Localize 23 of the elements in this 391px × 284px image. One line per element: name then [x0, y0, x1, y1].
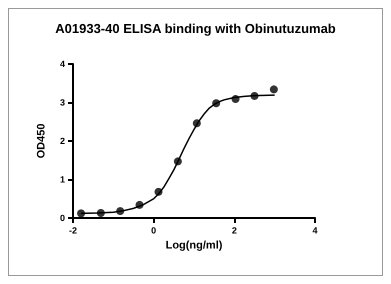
point: [232, 95, 240, 104]
point: [270, 85, 278, 94]
x-tick-label: 4: [312, 226, 318, 236]
y-tick-label: 2: [60, 136, 65, 146]
y-tick-label: 0: [60, 213, 65, 223]
y-tick-label: 1: [60, 174, 65, 184]
y-tick-label: 3: [60, 98, 65, 108]
y-tick-label: 4: [60, 59, 65, 69]
y-axis-title: OD450: [36, 124, 48, 158]
point: [212, 99, 220, 108]
x-axis-title: Log(ng/ml): [166, 240, 223, 252]
point: [116, 207, 124, 216]
x-tick-label: 2: [232, 226, 237, 236]
point: [250, 92, 258, 100]
point: [192, 119, 201, 128]
point: [77, 209, 86, 218]
point: [96, 208, 105, 217]
point: [154, 188, 163, 196]
x-tick-label: -2: [68, 226, 78, 236]
chart-title: A01933-40 ELISA binding with Obinutuzumab: [55, 21, 336, 36]
point: [174, 157, 182, 166]
point: [136, 200, 144, 209]
x-tick-label: 0: [151, 226, 156, 236]
